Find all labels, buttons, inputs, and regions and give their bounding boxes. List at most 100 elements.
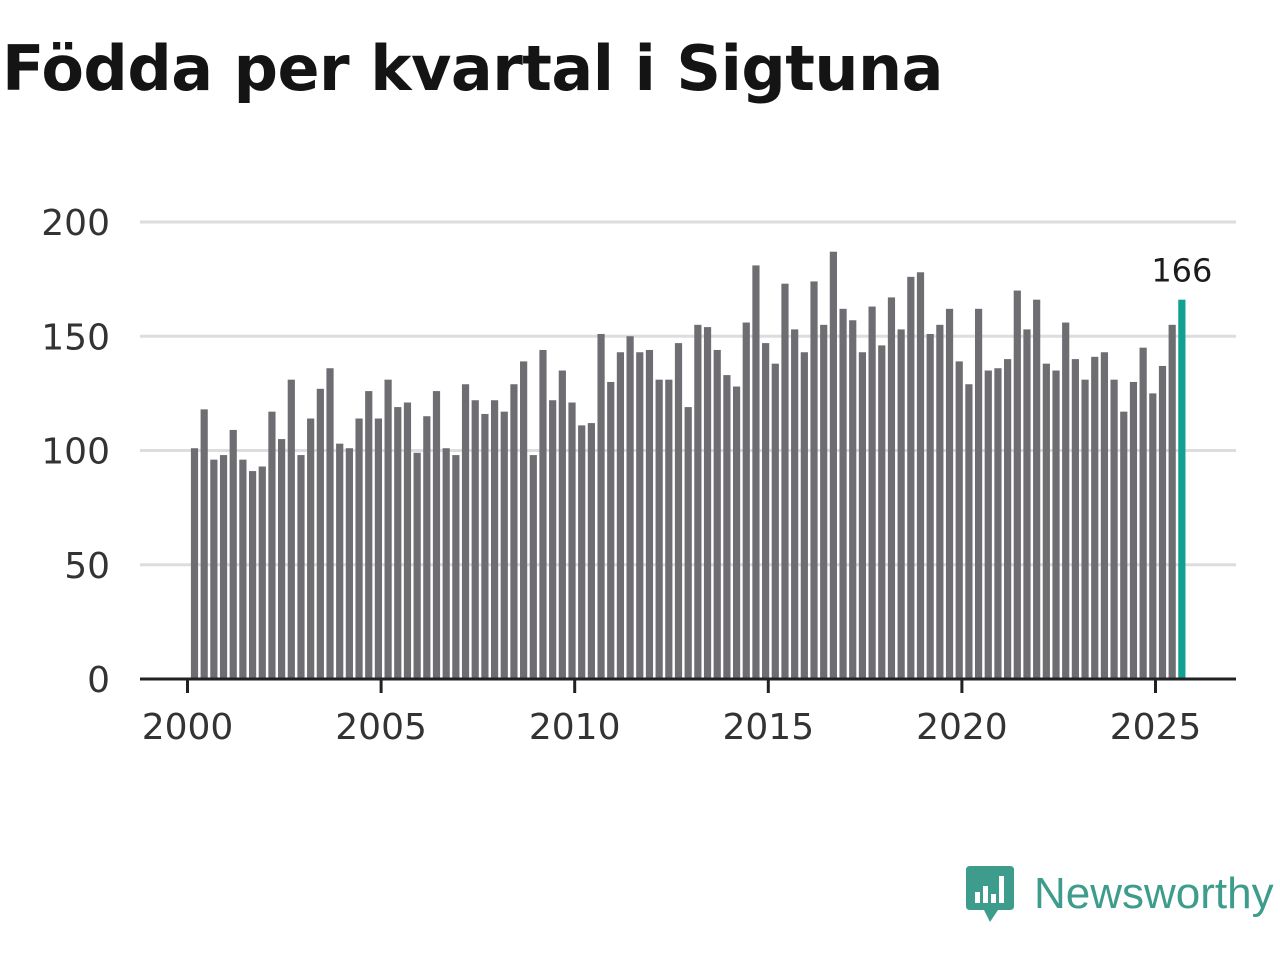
bar xyxy=(490,400,499,679)
bar xyxy=(868,306,876,679)
y-tick-label: 100 xyxy=(41,432,110,473)
bar xyxy=(849,320,857,679)
bar xyxy=(1110,379,1118,679)
bar xyxy=(703,327,712,679)
bar xyxy=(781,283,789,679)
y-tick-label: 150 xyxy=(41,317,110,358)
bar xyxy=(945,308,954,679)
bar xyxy=(258,466,266,679)
bar xyxy=(1168,324,1176,679)
bar xyxy=(461,384,470,679)
bar xyxy=(316,388,324,679)
newsworthy-logo-text: Newsworthy xyxy=(1034,869,1274,918)
x-tick-label: 2010 xyxy=(529,707,621,748)
bar xyxy=(732,386,741,679)
bar xyxy=(394,407,402,679)
bar xyxy=(200,409,208,679)
last-value-label: 166 xyxy=(1151,252,1212,290)
bar xyxy=(762,343,770,679)
bar xyxy=(549,400,557,679)
bar xyxy=(694,324,702,679)
bar xyxy=(1081,379,1089,679)
newsworthy-logo-icon xyxy=(966,866,1014,922)
bar xyxy=(665,379,673,679)
bar xyxy=(190,448,199,679)
bar xyxy=(239,459,247,679)
bar xyxy=(713,349,721,679)
bar xyxy=(471,400,479,679)
bar xyxy=(219,455,228,679)
bar xyxy=(345,448,353,679)
bar xyxy=(955,361,963,679)
bar xyxy=(365,391,373,679)
bar xyxy=(1091,356,1099,679)
bars xyxy=(190,251,1186,679)
x-tick-label: 2015 xyxy=(722,707,814,748)
bar xyxy=(655,379,663,679)
bar xyxy=(965,384,973,679)
bar xyxy=(529,455,537,679)
bar xyxy=(1013,290,1021,679)
bar xyxy=(887,297,896,679)
bar xyxy=(1158,365,1167,679)
bar xyxy=(1062,322,1070,679)
bar xyxy=(481,413,489,679)
bar xyxy=(936,324,944,679)
bar xyxy=(907,276,915,679)
bar xyxy=(616,352,625,679)
y-tick-label: 0 xyxy=(87,660,110,701)
bar xyxy=(791,329,799,679)
bar xyxy=(413,452,421,679)
bar xyxy=(1100,352,1109,679)
bar xyxy=(626,336,634,679)
bar xyxy=(268,411,276,679)
bar xyxy=(423,416,431,679)
y-tick-label: 50 xyxy=(64,546,110,587)
bar xyxy=(287,379,295,679)
bar xyxy=(878,345,886,679)
bar xyxy=(1004,359,1012,679)
bar xyxy=(984,370,992,679)
bar xyxy=(800,352,808,679)
bar xyxy=(858,352,867,679)
bar xyxy=(829,251,837,679)
bar-latest xyxy=(1178,299,1186,679)
chart-title: Födda per kvartal i Sigtuna xyxy=(2,32,943,105)
bar xyxy=(994,368,1002,679)
bar xyxy=(384,379,392,679)
bar xyxy=(810,281,818,679)
bar xyxy=(336,443,344,679)
bar xyxy=(510,384,518,679)
bar xyxy=(742,322,750,679)
x-tick-label: 2000 xyxy=(142,707,234,748)
bar xyxy=(1139,347,1147,679)
bar xyxy=(926,333,934,679)
newsworthy-logo[interactable]: Newsworthy xyxy=(964,864,1274,924)
bar xyxy=(278,439,286,679)
bar xyxy=(897,329,905,679)
x-axis-ticks: 2000 2005 2010 2015 2020 2025 xyxy=(142,679,1201,748)
bar xyxy=(520,361,528,679)
bar xyxy=(297,455,305,679)
bar xyxy=(1129,381,1138,679)
bar xyxy=(684,407,692,679)
bar xyxy=(442,448,450,679)
bar xyxy=(578,425,586,679)
bar xyxy=(974,308,983,679)
x-tick-label: 2020 xyxy=(916,707,1008,748)
bar xyxy=(1071,359,1079,679)
bar xyxy=(568,402,576,679)
bar xyxy=(916,272,925,679)
bar xyxy=(839,308,847,679)
bar xyxy=(674,343,683,679)
bar xyxy=(752,265,760,679)
bar xyxy=(1120,411,1128,679)
bar xyxy=(558,370,566,679)
bar xyxy=(452,455,460,679)
bar xyxy=(500,411,508,679)
y-tick-label: 200 xyxy=(41,203,110,244)
bar xyxy=(1023,329,1031,679)
bar xyxy=(1033,299,1041,679)
bar xyxy=(587,423,595,679)
